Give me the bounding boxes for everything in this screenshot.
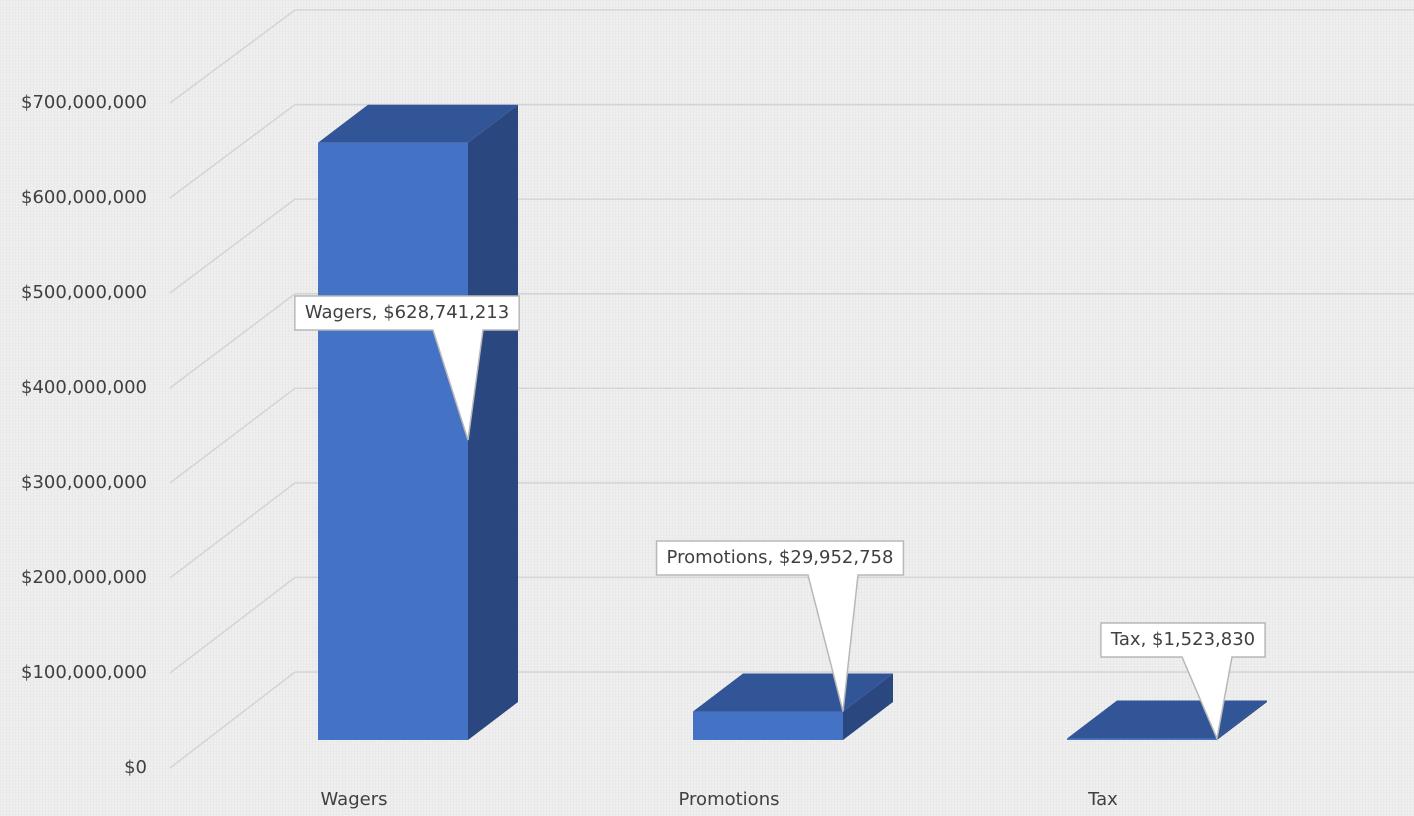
- grid-line: [169, 671, 296, 769]
- grid-line: [169, 482, 296, 579]
- x-tick-label: Tax: [1087, 789, 1118, 810]
- y-tick-label: $300,000,000: [21, 472, 147, 493]
- y-tick-label: $600,000,000: [21, 187, 147, 208]
- y-tick-label: $400,000,000: [21, 377, 147, 398]
- data-label: Wagers, $628,741,213: [305, 302, 509, 323]
- grid-line: [169, 103, 296, 199]
- data-label: Promotions, $29,952,758: [667, 547, 894, 568]
- grid-line: [169, 9, 296, 104]
- callout: [294, 295, 520, 441]
- bar: [1067, 738, 1217, 740]
- bar-top: [318, 104, 518, 143]
- bar-side: [468, 104, 518, 740]
- grid-line: [169, 293, 296, 389]
- x-tick-label: Wagers: [321, 789, 388, 810]
- bar-side: [843, 673, 893, 740]
- callout: [655, 540, 905, 712]
- grid-line: [169, 576, 296, 674]
- y-tick-label: $500,000,000: [21, 282, 147, 303]
- callout: [1100, 622, 1266, 742]
- bar: [693, 711, 843, 740]
- grid-line: [169, 198, 296, 294]
- bar-side: [1217, 700, 1267, 740]
- bar: [318, 142, 468, 740]
- grid-line: [169, 387, 296, 484]
- data-label: Tax, $1,523,830: [1110, 629, 1255, 650]
- y-tick-label: $700,000,000: [21, 92, 147, 113]
- x-tick-label: Promotions: [679, 789, 780, 810]
- y-tick-label: $100,000,000: [21, 662, 147, 683]
- y-tick-label: $200,000,000: [21, 567, 147, 588]
- y-tick-label: $0: [124, 757, 147, 778]
